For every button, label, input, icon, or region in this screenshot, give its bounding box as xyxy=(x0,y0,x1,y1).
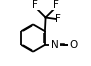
Text: O: O xyxy=(70,40,78,50)
Text: F: F xyxy=(53,0,59,10)
Text: F: F xyxy=(55,14,61,24)
Text: N: N xyxy=(51,40,59,50)
Text: F: F xyxy=(32,0,38,10)
